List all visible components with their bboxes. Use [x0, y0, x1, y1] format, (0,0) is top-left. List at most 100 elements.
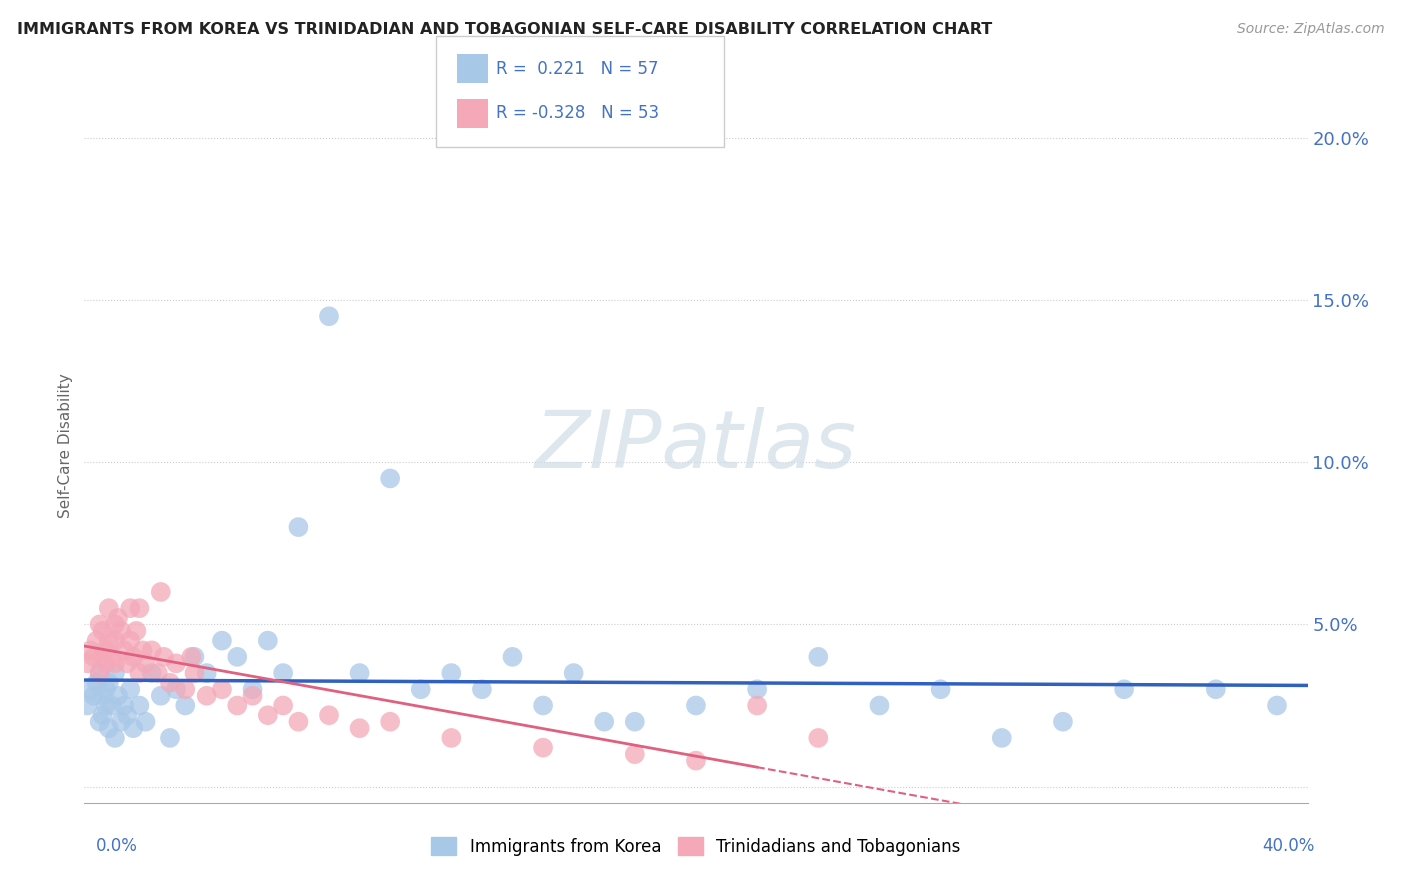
Point — [287, 520, 309, 534]
Point — [89, 714, 111, 729]
Point — [159, 675, 181, 690]
Point — [115, 708, 138, 723]
Point — [211, 682, 233, 697]
Point — [502, 649, 524, 664]
Point — [89, 666, 111, 681]
Point — [120, 601, 142, 615]
Point — [471, 682, 494, 697]
Text: R = -0.328   N = 53: R = -0.328 N = 53 — [496, 104, 659, 122]
Point — [91, 624, 114, 638]
Point — [91, 708, 114, 723]
Point — [1205, 682, 1227, 697]
Point — [79, 643, 101, 657]
Point — [1265, 698, 1288, 713]
Point — [128, 601, 150, 615]
Point — [159, 731, 181, 745]
Point — [86, 633, 108, 648]
Point — [149, 689, 172, 703]
Point — [349, 666, 371, 681]
Point — [135, 657, 157, 671]
Point — [183, 666, 205, 681]
Point — [593, 714, 616, 729]
Point — [531, 698, 554, 713]
Point — [76, 657, 98, 671]
Point — [101, 649, 124, 664]
Point — [226, 649, 249, 664]
Point — [112, 698, 135, 713]
Point — [110, 624, 132, 638]
Point — [86, 675, 108, 690]
Point — [149, 585, 172, 599]
Point — [1052, 714, 1074, 729]
Point — [929, 682, 952, 697]
Point — [242, 682, 264, 697]
Text: IMMIGRANTS FROM KOREA VS TRINIDADIAN AND TOBAGONIAN SELF-CARE DISABILITY CORRELA: IMMIGRANTS FROM KOREA VS TRINIDADIAN AND… — [17, 22, 993, 37]
Point — [141, 643, 163, 657]
Point — [94, 657, 117, 671]
Point — [562, 666, 585, 681]
Point — [141, 666, 163, 681]
Point — [349, 721, 371, 735]
Point — [287, 714, 309, 729]
Point — [120, 633, 142, 648]
Point — [94, 698, 117, 713]
Point — [94, 682, 117, 697]
Point — [624, 747, 647, 761]
Point — [380, 714, 402, 729]
Point — [440, 731, 463, 745]
Point — [624, 714, 647, 729]
Point — [83, 689, 105, 703]
Point — [128, 698, 150, 713]
Point — [180, 649, 202, 664]
Text: Source: ZipAtlas.com: Source: ZipAtlas.com — [1237, 22, 1385, 37]
Point — [211, 633, 233, 648]
Point — [104, 666, 127, 681]
Point — [91, 649, 114, 664]
Point — [174, 682, 197, 697]
Point — [107, 611, 129, 625]
Text: R =  0.221   N = 57: R = 0.221 N = 57 — [496, 60, 659, 78]
Point — [807, 649, 830, 664]
Point — [107, 689, 129, 703]
Point — [104, 617, 127, 632]
Point — [807, 731, 830, 745]
Point — [89, 617, 111, 632]
Text: ZIPatlas: ZIPatlas — [534, 407, 858, 485]
Point — [153, 649, 176, 664]
Point — [79, 682, 101, 697]
Point — [110, 714, 132, 729]
Point — [991, 731, 1014, 745]
Point — [165, 657, 187, 671]
Point — [226, 698, 249, 713]
Text: 40.0%: 40.0% — [1263, 837, 1315, 855]
Point — [1114, 682, 1136, 697]
Point — [125, 624, 148, 638]
Point — [101, 698, 124, 713]
Point — [271, 698, 294, 713]
Y-axis label: Self-Care Disability: Self-Care Disability — [58, 374, 73, 518]
Point — [112, 643, 135, 657]
Point — [76, 698, 98, 713]
Point — [104, 633, 127, 648]
Point — [91, 689, 114, 703]
Text: 0.0%: 0.0% — [96, 837, 138, 855]
Point — [747, 682, 769, 697]
Point — [531, 740, 554, 755]
Point — [97, 675, 120, 690]
Point — [271, 666, 294, 681]
Point — [869, 698, 891, 713]
Point — [685, 698, 707, 713]
Point — [128, 666, 150, 681]
Point — [97, 721, 120, 735]
Point — [146, 666, 169, 681]
Point — [115, 657, 138, 671]
Point — [183, 649, 205, 664]
Point — [195, 666, 218, 681]
Point — [131, 643, 153, 657]
Point — [94, 643, 117, 657]
Legend: Immigrants from Korea, Trinidadians and Tobagonians: Immigrants from Korea, Trinidadians and … — [425, 830, 967, 863]
Point — [318, 310, 340, 324]
Point — [174, 698, 197, 713]
Point — [242, 689, 264, 703]
Point — [747, 698, 769, 713]
